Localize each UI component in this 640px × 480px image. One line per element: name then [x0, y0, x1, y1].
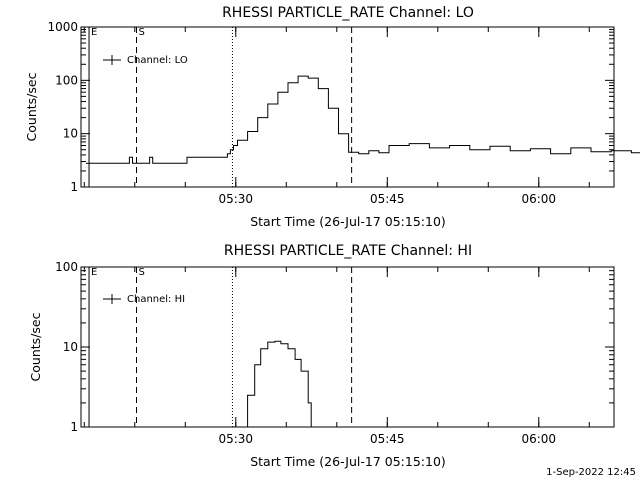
x-tick-label: 05:30: [218, 432, 253, 446]
y-tick-label: 1: [70, 180, 78, 194]
series-line-lo: [86, 75, 640, 164]
y-ticks: 1 10 100 1000: [47, 20, 614, 194]
legend: Channel: HI: [103, 294, 185, 305]
x-axis-label: Start Time (26-Jul-17 05:15:10): [250, 454, 446, 469]
y-axis-label: Counts/sec: [28, 312, 43, 381]
y-tick-label: 10: [63, 340, 78, 354]
marker-label: S: [139, 267, 145, 278]
x-tick-label: 06:00: [521, 192, 556, 206]
chart-title: RHESSI PARTICLE_RATE Channel: HI: [224, 243, 472, 259]
x-axis-label: Start Time (26-Jul-17 05:15:10): [250, 214, 446, 229]
x-tick-label: 05:45: [370, 192, 405, 206]
y-ticks: 1 10 100: [55, 260, 614, 434]
y-tick-label: 1: [70, 420, 78, 434]
plot-frame: [80, 26, 615, 188]
marker-label: S: [139, 27, 145, 38]
legend-label: Channel: LO: [127, 55, 188, 66]
x-tick-label: 05:30: [218, 192, 253, 206]
footer-timestamp: 1-Sep-2022 12:45: [546, 467, 636, 478]
chart-lo-channel: RHESSI PARTICLE_RATE Channel: LO Counts/…: [24, 5, 640, 229]
chart-hi-channel: RHESSI PARTICLE_RATE Channel: HI Counts/…: [28, 243, 615, 469]
x-tick-label: 05:45: [370, 432, 405, 446]
legend: Channel: LO: [103, 55, 188, 66]
plot-frame: [80, 266, 615, 428]
marker-label: E: [91, 267, 97, 278]
y-tick-label: 10: [63, 127, 78, 141]
event-markers: ESE: [88, 267, 353, 427]
chart-title: RHESSI PARTICLE_RATE Channel: LO: [222, 5, 474, 21]
y-tick-label: 100: [55, 73, 78, 87]
y-axis-label: Counts/sec: [24, 72, 39, 141]
event-markers: ESE: [88, 27, 353, 187]
y-tick-label: 1000: [47, 20, 78, 34]
x-tick-label: 06:00: [521, 432, 556, 446]
legend-label: Channel: HI: [127, 294, 185, 305]
y-tick-label: 100: [55, 260, 78, 274]
series-line-hi: [240, 340, 312, 428]
marker-label: E: [91, 27, 97, 38]
